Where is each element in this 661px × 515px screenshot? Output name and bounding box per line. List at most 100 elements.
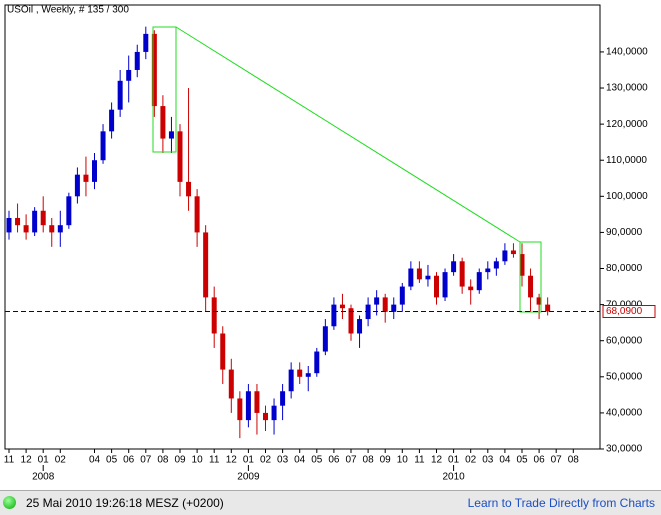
- x-tick-label: 09: [174, 455, 186, 466]
- x-tick-label: 01: [38, 455, 50, 466]
- price-label-box: [602, 305, 656, 319]
- candle-body: [32, 210, 38, 233]
- candle-body: [339, 304, 345, 309]
- candle-body: [485, 268, 491, 273]
- x-tick-label: 07: [551, 455, 563, 466]
- candle-body: [476, 272, 482, 291]
- x-tick-label: 12: [226, 455, 238, 466]
- candle-body: [434, 275, 439, 298]
- x-tick-label: 11: [414, 455, 425, 466]
- y-tick-label: 110,0000: [606, 155, 647, 166]
- candle-body: [186, 181, 192, 197]
- x-tick-label: 06: [123, 455, 135, 466]
- x-tick-label: 05: [106, 455, 118, 466]
- candle-body: [220, 333, 226, 370]
- candle-body: [134, 51, 140, 70]
- candle-body: [151, 33, 157, 107]
- candle-body: [408, 268, 414, 287]
- annotation-box: [519, 241, 542, 313]
- candle-body: [245, 391, 251, 421]
- x-tick-label: 03: [277, 455, 289, 466]
- x-tick-label: 01: [243, 455, 255, 466]
- y-tick-label: 130,0000: [606, 83, 648, 94]
- candle-body: [331, 304, 337, 327]
- candle-body: [117, 80, 123, 110]
- x-tick-label: 10: [397, 455, 409, 466]
- y-tick-label: 120,0000: [606, 119, 648, 130]
- y-tick-label: 50,0000: [606, 371, 643, 382]
- link[interactable]: Learn to Trade Directly from Charts: [467, 496, 655, 510]
- candle-body: [263, 412, 268, 421]
- y-tick-label: 70,0000: [606, 299, 643, 310]
- candle-body: [49, 225, 55, 233]
- candle-body: [442, 272, 448, 298]
- y-tick-label: 40,0000: [606, 408, 643, 419]
- current-price-label: 68,0900: [606, 306, 643, 317]
- candle-body: [288, 369, 294, 392]
- candle-body: [83, 174, 89, 182]
- candle-body: [502, 250, 508, 262]
- candle-body: [519, 254, 525, 276]
- candle-body: [391, 304, 397, 312]
- chart: USOil , Weekly, # 135 / 300 30,0000 40,00…: [4, 4, 656, 483]
- x-tick-label: 04: [294, 455, 306, 466]
- candle-body: [399, 286, 405, 305]
- y-tick-label: 140,0000: [606, 47, 648, 58]
- x-tick-label: 04: [499, 455, 511, 466]
- candle-body: [109, 109, 115, 132]
- x-tick-label: 07: [140, 455, 152, 466]
- candle-body: [23, 225, 29, 233]
- candle-body: [348, 308, 354, 334]
- candle-body: [493, 261, 499, 269]
- status-icon: [3, 496, 16, 509]
- candle-body: [254, 391, 260, 413]
- candle-body: [536, 297, 542, 305]
- candle-body: [357, 319, 363, 334]
- x-tick-label: 09: [380, 455, 392, 466]
- x-tick-label: 05: [516, 455, 528, 466]
- candle-body: [203, 232, 209, 298]
- x-tick-label: 02: [465, 455, 477, 466]
- x-tick-label: 11: [209, 455, 220, 466]
- x-tick-label: 01: [448, 455, 460, 466]
- y-tick-label: 80,0000: [606, 263, 643, 274]
- status-bar: 25 Mai 2010 19:26:18 MESZ (+0200) Learn …: [0, 490, 661, 515]
- candle-body: [74, 174, 80, 197]
- candle-body: [468, 286, 474, 291]
- x-tick-label: 04: [89, 455, 101, 466]
- x-tick-label: 05: [311, 455, 323, 466]
- x-tick-label: 12: [431, 455, 443, 466]
- candle-body: [510, 250, 516, 255]
- candle-body: [6, 217, 12, 233]
- x-tick-label: 11: [4, 455, 15, 466]
- candle-body: [40, 210, 46, 226]
- candle-body: [305, 373, 311, 377]
- trend-line: [175, 26, 521, 243]
- x-tick-label: 02: [55, 455, 67, 466]
- candle-body: [280, 391, 286, 406]
- candle-body: [297, 369, 303, 377]
- x-tick-label: 06: [328, 455, 340, 466]
- candle-body: [126, 69, 132, 81]
- y-tick-label: 60,0000: [606, 335, 643, 346]
- marks: [6, 26, 551, 439]
- x-tick-label: 06: [534, 455, 546, 466]
- candle-body: [177, 131, 183, 182]
- candle-body: [528, 275, 534, 298]
- candle-body: [66, 196, 72, 226]
- year-label: 2009: [237, 472, 260, 483]
- candle-body: [382, 297, 388, 312]
- candle-body: [374, 297, 380, 305]
- candle-body: [416, 268, 422, 280]
- x-tick-label: 07: [345, 455, 357, 466]
- candle-body: [545, 304, 551, 312]
- candle-body: [451, 261, 457, 273]
- candle-body: [237, 398, 243, 421]
- x-tick-label: 03: [482, 455, 494, 466]
- candle-body: [228, 369, 234, 399]
- year-label: 2010: [442, 472, 465, 483]
- candle-body: [271, 405, 277, 421]
- x-tick-label: 08: [157, 455, 169, 466]
- y-tick-label: 90,0000: [606, 227, 643, 238]
